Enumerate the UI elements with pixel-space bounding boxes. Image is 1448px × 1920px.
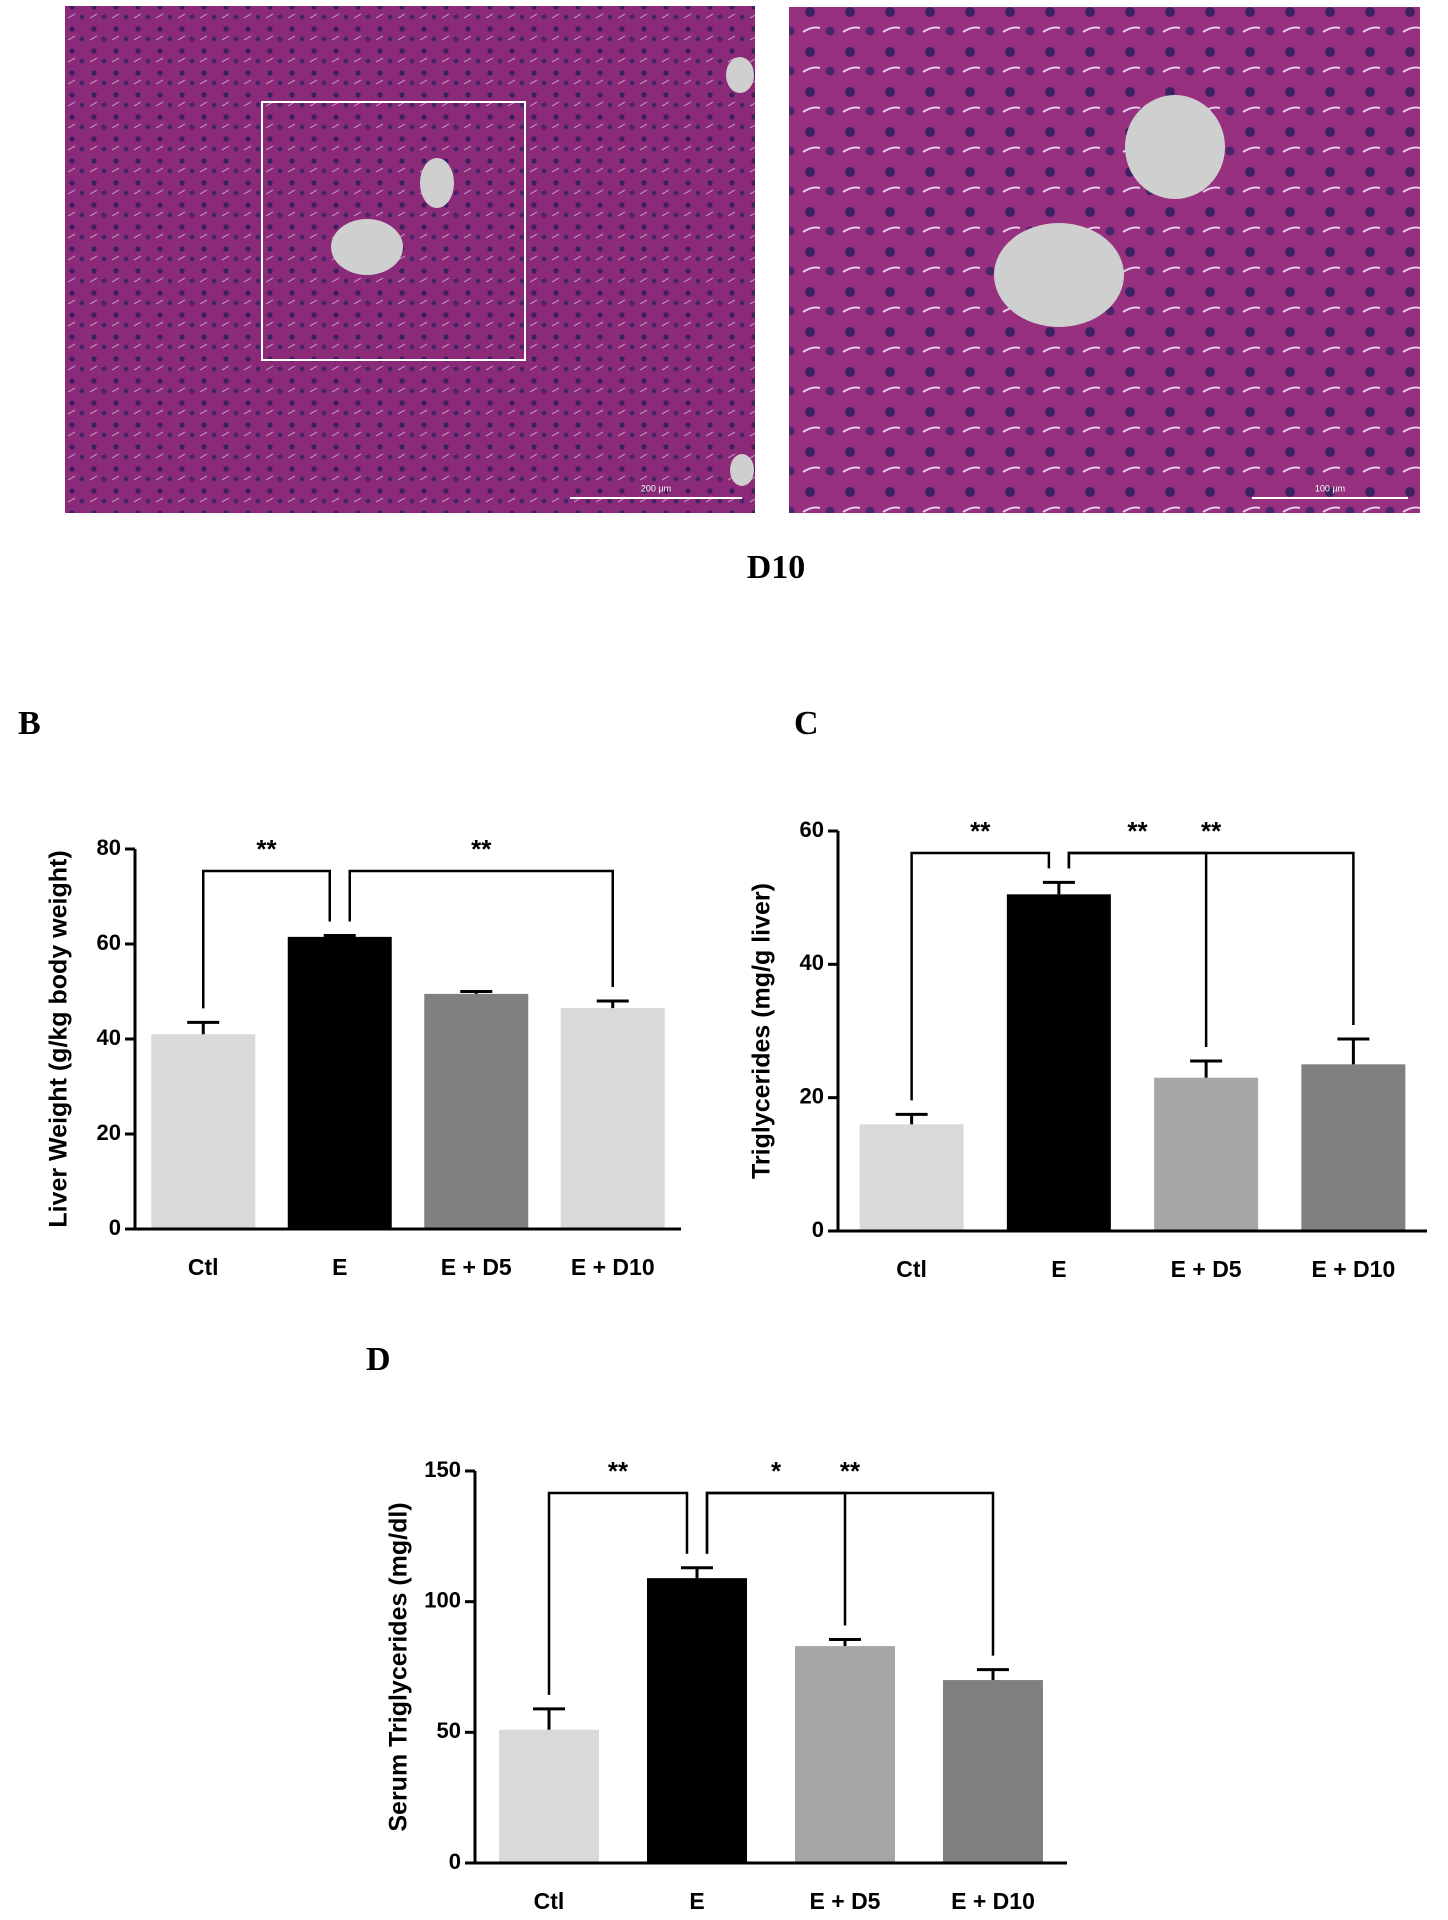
x-tick-label: E + D10	[1312, 1256, 1396, 1282]
y-axis-label: Liver Weight (g/kg body weight)	[45, 850, 73, 1227]
x-tick-label: E	[332, 1254, 347, 1280]
significance-label: **	[1127, 816, 1148, 846]
y-tick-label: 50	[437, 1718, 461, 1743]
panel-label: D	[366, 1341, 391, 1378]
y-tick-label: 100	[424, 1587, 461, 1612]
x-tick-label: E + D5	[810, 1888, 881, 1914]
x-tick-label: Ctl	[188, 1254, 219, 1280]
bracket	[1067, 851, 1355, 1025]
significance-bracket: **	[1067, 816, 1355, 1025]
y-tick-label: 0	[449, 1849, 461, 1874]
x-tick-label: Ctl	[534, 1888, 565, 1914]
micrograph-left: 200 µm	[65, 6, 755, 513]
y-axis-label: Serum Triglycerides (mg/dl)	[385, 1502, 413, 1831]
x-tick-label: E + D5	[1171, 1256, 1242, 1282]
bar	[859, 1124, 964, 1231]
x-tick-label: E	[689, 1888, 704, 1914]
significance-label: **	[256, 834, 277, 864]
bar	[560, 1008, 665, 1229]
y-tick-label: 40	[800, 950, 824, 975]
error-bar	[1042, 880, 1075, 895]
y-tick-label: 0	[812, 1217, 824, 1242]
bar-chart: D Serum Triglycerides (mg/dl) Ctl E E + D5 E …	[366, 1341, 1067, 1914]
y-tick-label: 150	[424, 1457, 461, 1482]
error-bar	[895, 1112, 928, 1125]
error-bar	[829, 1638, 861, 1647]
error-bar	[187, 1020, 220, 1035]
error-bar	[323, 933, 356, 937]
significance-label: **	[970, 816, 991, 846]
micrograph-right: 100 µm	[789, 7, 1420, 513]
y-tick-label: 20	[800, 1083, 824, 1108]
error-bar	[460, 990, 493, 994]
bar	[647, 1578, 747, 1863]
y-tick-label: 60	[800, 817, 824, 842]
significance-bracket: **	[705, 1456, 995, 1656]
x-tick-label: E + D10	[951, 1888, 1035, 1914]
bar	[795, 1646, 895, 1863]
significance-bracket: **	[348, 834, 614, 987]
y-tick-label: 60	[97, 930, 121, 955]
significance-bracket: **	[910, 816, 1051, 1101]
bracket	[705, 1491, 995, 1656]
error-bar	[977, 1668, 1009, 1681]
significance-label: **	[471, 834, 492, 864]
bar	[151, 1034, 256, 1229]
significance-bracket: **	[547, 1456, 689, 1695]
scale-bar-label: 200 µm	[641, 483, 671, 493]
bracket	[202, 869, 331, 1009]
bar	[287, 936, 392, 1229]
y-tick-label: 20	[97, 1120, 121, 1145]
panel-label: C	[794, 705, 819, 742]
bracket	[348, 869, 614, 987]
x-tick-label: E + D10	[571, 1254, 655, 1280]
error-bar	[681, 1566, 713, 1579]
scale-bar-label: 100 µm	[1315, 483, 1345, 493]
bar	[499, 1729, 599, 1863]
significance-label: *	[771, 1456, 782, 1486]
bar	[1154, 1077, 1259, 1231]
error-bar	[596, 999, 629, 1009]
x-tick-label: E	[1051, 1256, 1066, 1282]
error-bar	[533, 1707, 565, 1730]
y-tick-label: 0	[109, 1215, 121, 1240]
bar-chart: B Liver Weight (g/kg body weight) Ctl E E + …	[18, 705, 681, 1280]
error-bar	[1190, 1059, 1223, 1078]
bar	[424, 993, 529, 1229]
y-axis-label: Triglycerides (mg/g liver)	[748, 883, 776, 1179]
bar	[1006, 894, 1111, 1231]
panel-label: B	[18, 705, 41, 742]
y-tick-label: 80	[97, 835, 121, 860]
significance-bracket: **	[202, 834, 331, 1009]
x-tick-label: E + D5	[441, 1254, 512, 1280]
significance-label: **	[840, 1456, 861, 1486]
bar	[943, 1680, 1043, 1863]
bar-chart: C Triglycerides (mg/g liver) Ctl E E + D5 E +…	[748, 705, 1427, 1282]
x-tick-label: Ctl	[896, 1256, 927, 1282]
significance-label: **	[1201, 816, 1222, 846]
bracket	[547, 1491, 689, 1695]
bracket	[910, 851, 1051, 1101]
significance-label: **	[608, 1456, 629, 1486]
caption: D10	[747, 549, 806, 586]
y-tick-label: 40	[97, 1025, 121, 1050]
bar	[1301, 1064, 1406, 1231]
error-bar	[1337, 1037, 1370, 1065]
